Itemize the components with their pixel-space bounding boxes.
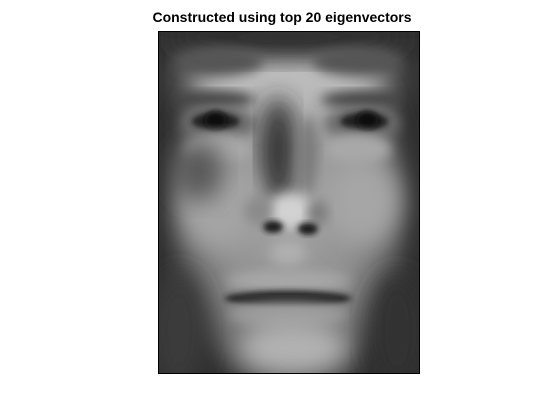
- face-image: [159, 32, 419, 373]
- right-eyebrow: [320, 91, 401, 108]
- nose-shadow: [262, 96, 294, 206]
- nose-tip: [268, 193, 312, 229]
- left-eyebrow: [175, 91, 256, 108]
- image-axes: [158, 31, 420, 374]
- mouth: [224, 290, 352, 307]
- figure-title: Constructed using top 20 eigenvectors: [152, 9, 412, 25]
- chin: [238, 322, 348, 373]
